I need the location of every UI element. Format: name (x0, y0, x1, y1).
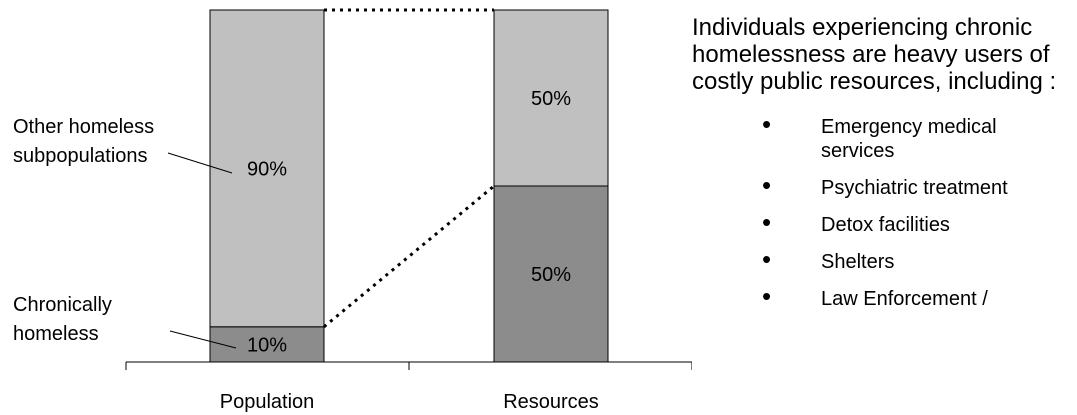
resource-label: Psychiatric treatment (821, 177, 1008, 199)
annotation-other: subpopulations (13, 145, 148, 167)
resource-label: Law Enforcement / (821, 288, 988, 310)
bar-segment-other (209, 9, 325, 328)
resource-list: • Emergency medical services • Psychiatric… (692, 111, 1077, 311)
side-panel: Individuals experiencing chronic homeles… (692, 14, 1077, 324)
annotation-leader-line (169, 330, 237, 349)
bar-segment-other (493, 9, 609, 187)
bullet-icon: • (762, 244, 772, 274)
annotation-chronic: homeless (13, 323, 99, 345)
bullet-icon: • (762, 170, 772, 200)
resource-label: Shelters (821, 251, 895, 273)
bullet-icon: • (762, 109, 772, 139)
x-tick-label: Resources (503, 391, 599, 413)
annotation-leader-line (167, 152, 233, 174)
resource-list-item: • Detox facilities (692, 209, 1071, 237)
bullet-icon: • (762, 207, 772, 237)
x-tick-label: Population (220, 391, 315, 413)
data-label: 50% (531, 264, 571, 286)
resource-list-item: • Psychiatric treatment (692, 172, 1071, 200)
bullet-icon: • (762, 281, 772, 311)
annotation-other: Other homeless (13, 116, 154, 138)
resource-list-item: • Emergency medical services (692, 111, 1071, 163)
resource-list-item: • Shelters (692, 246, 1071, 274)
data-label: 90% (247, 158, 287, 180)
side-panel-heading: Individuals experiencing chronic homeles… (692, 14, 1057, 95)
data-label: 10% (247, 334, 287, 356)
resource-list-item: • Law Enforcement / (692, 283, 1071, 311)
annotation-chronic: Chronically (13, 294, 112, 316)
resource-label: Detox facilities (821, 214, 950, 236)
connector-line (323, 184, 495, 328)
resource-label: Emergency medical services (821, 116, 997, 162)
data-label: 50% (531, 88, 571, 110)
bar-segment-chronic (209, 326, 325, 363)
stacked-bar-chart: 10% 90% 50% 50% Population Resources Other hom… (13, 8, 692, 413)
